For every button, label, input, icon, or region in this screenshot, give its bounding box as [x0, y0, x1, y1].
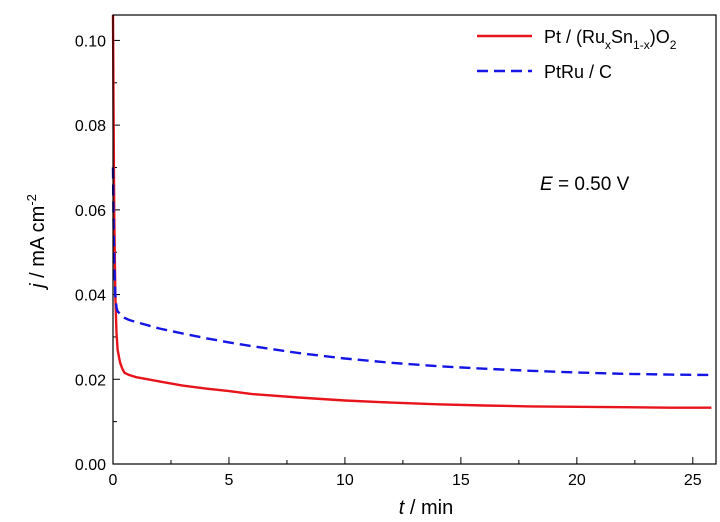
- potential-annotation: E = 0.50 V: [540, 174, 630, 195]
- x-tick-label: 10: [336, 472, 354, 489]
- y-tick-label: 0.04: [75, 288, 106, 305]
- axis-ticks: [112, 39, 694, 465]
- y-axis-unit: / mA cm: [27, 206, 49, 284]
- x-axis-variable: t: [399, 497, 406, 519]
- legend-label-series-2: PtRu / C: [544, 62, 612, 82]
- plot-series: [111, 14, 712, 409]
- legend-label-series-1: Pt / (RuxSn1-x)O2: [544, 27, 677, 52]
- x-tick-label: 15: [452, 472, 470, 489]
- x-tick-labels: 0 5 10 15 20 25: [109, 472, 702, 489]
- x-tick-label: 25: [684, 472, 702, 489]
- plot-frame: [112, 14, 717, 465]
- y-tick-label: 0.10: [75, 33, 106, 50]
- y-tick-label: 0.06: [75, 203, 106, 220]
- legend: Pt / (RuxSn1-x)O2 PtRu / C: [477, 27, 677, 82]
- x-tick-label: 5: [225, 472, 234, 489]
- y-axis-title: j / mA cm-2: [24, 194, 49, 291]
- y-tick-label: 0.08: [75, 118, 106, 135]
- y-tick-label: 0.00: [75, 457, 106, 474]
- x-tick-label: 20: [568, 472, 586, 489]
- y-tick-label: 0.02: [75, 372, 106, 389]
- x-axis-unit: / min: [404, 497, 453, 519]
- series-line-2: [111, 167, 712, 377]
- y-axis-exponent: -2: [24, 194, 39, 206]
- series-line-1: [111, 14, 712, 409]
- x-tick-label: 0: [109, 472, 118, 489]
- x-axis-title: t / min: [399, 497, 453, 519]
- y-tick-labels: 0.00 0.02 0.04 0.06 0.08 0.10: [75, 33, 106, 474]
- y-axis-variable: j: [27, 283, 49, 291]
